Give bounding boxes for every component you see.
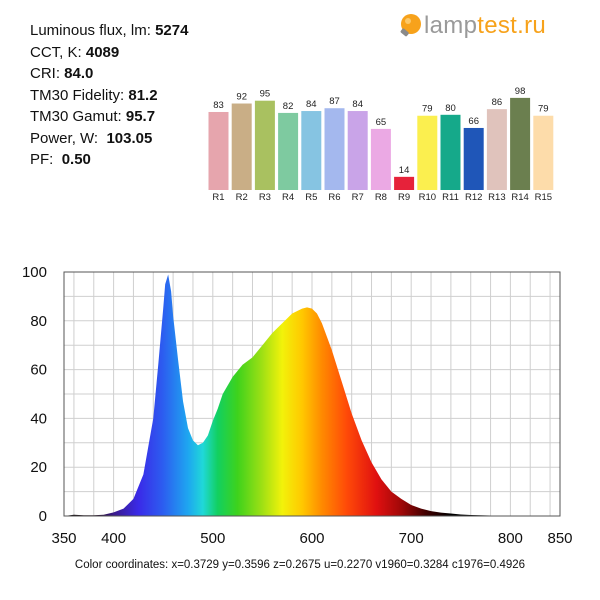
cri-bar-R15 bbox=[533, 115, 554, 190]
spec-value: 81.2 bbox=[128, 86, 158, 104]
cri-bar-R7 bbox=[347, 111, 368, 190]
spec-tm30-gamut: TM30 Gamut: 95.7 bbox=[30, 106, 188, 128]
y-tick-label: 20 bbox=[30, 459, 47, 476]
cri-bar-value: 92 bbox=[236, 92, 247, 103]
cri-bar-R11 bbox=[440, 114, 461, 190]
cri-bar-label: R8 bbox=[375, 192, 387, 203]
logo-text-lamp: lamp bbox=[424, 12, 478, 39]
cri-bar-value: 79 bbox=[422, 104, 433, 115]
spec-tm30-fidelity: TM30 Fidelity: 81.2 bbox=[30, 85, 188, 107]
spectrum-area bbox=[64, 274, 560, 516]
spec-panel: Luminous flux, lm: 5274 CCT, K: 4089 CRI… bbox=[30, 20, 188, 171]
color-coordinates: Color coordinates: x=0.3729 y=0.3596 z=0… bbox=[74, 559, 526, 571]
cri-bar-value: 98 bbox=[515, 86, 526, 97]
cri-bar-label: R14 bbox=[511, 192, 528, 203]
spec-label: TM30 Fidelity: bbox=[30, 86, 125, 104]
lamptest-logo[interactable]: lamptest.ru bbox=[398, 12, 546, 40]
x-tick-label: 800 bbox=[498, 530, 523, 547]
cri-bar-R6 bbox=[324, 108, 345, 190]
cri-bar-label: R10 bbox=[419, 192, 436, 203]
x-tick-label: 350 bbox=[51, 530, 76, 547]
cri-bar-R5 bbox=[301, 111, 322, 190]
cri-bar-value: 65 bbox=[376, 117, 387, 128]
cri-bar-value: 79 bbox=[538, 104, 549, 115]
y-tick-label: 100 bbox=[22, 264, 47, 281]
cri-bar-label: R5 bbox=[305, 192, 317, 203]
spec-label: Luminous flux, lm: bbox=[30, 22, 151, 39]
cri-bar-R12 bbox=[463, 127, 484, 190]
cri-bar-R14 bbox=[510, 97, 531, 190]
spec-label: CCT, K: bbox=[30, 43, 82, 61]
cri-bar-label: R2 bbox=[236, 192, 248, 203]
cri-bar-label: R7 bbox=[352, 192, 364, 203]
cri-bar-value: 86 bbox=[492, 97, 503, 108]
cri-bar-R1 bbox=[208, 111, 229, 190]
plot-border bbox=[63, 271, 561, 517]
spec-value: 84.0 bbox=[64, 65, 94, 82]
cri-bar-label: R3 bbox=[259, 192, 271, 203]
cri-bar-label: R9 bbox=[398, 192, 410, 203]
spec-value: 95.7 bbox=[125, 108, 156, 125]
x-tick-label: 700 bbox=[399, 530, 424, 547]
logo-text-domain: test.ru bbox=[477, 12, 547, 39]
spec-cri: CRI: 84.0 bbox=[30, 63, 188, 85]
spec-label: CRI: bbox=[30, 65, 60, 82]
cri-bar-value: 66 bbox=[468, 116, 479, 127]
spec-label: Power, W: bbox=[30, 129, 99, 147]
cri-bar-label: R15 bbox=[535, 192, 552, 203]
x-tick-label: 850 bbox=[547, 530, 572, 547]
cri-bar-R3 bbox=[254, 100, 275, 190]
cri-bar-value: 84 bbox=[306, 99, 317, 110]
cri-bar-chart: 83 R1 92 R2 95 R3 82 R4 84 R5 87 R6 84 R7 65 R8 14 R9 79 R1… bbox=[208, 86, 554, 203]
cri-bar-R9 bbox=[394, 176, 415, 190]
spec-label: PF: bbox=[30, 151, 54, 168]
cri-bar-label: R13 bbox=[488, 192, 505, 203]
x-tick-label: 600 bbox=[299, 530, 324, 547]
cri-bar-label: R4 bbox=[282, 192, 294, 203]
spec-power: Power, W: 103.05 bbox=[30, 128, 188, 150]
spec-value: 103.05 bbox=[106, 129, 153, 147]
spec-value: 5274 bbox=[155, 22, 189, 39]
y-tick-label: 40 bbox=[30, 410, 47, 427]
spec-pf: PF: 0.50 bbox=[30, 149, 188, 171]
spec-value: 4089 bbox=[85, 43, 120, 61]
cri-bar-R10 bbox=[417, 115, 438, 190]
spec-label: TM30 Gamut: bbox=[30, 108, 122, 125]
cri-bar-value: 14 bbox=[399, 165, 410, 176]
y-tick-label: 80 bbox=[30, 313, 47, 330]
cri-bar-R2 bbox=[231, 103, 252, 190]
cri-bar-value: 95 bbox=[260, 89, 271, 100]
spec-luminous-flux: Luminous flux, lm: 5274 bbox=[30, 20, 188, 42]
cri-bar-label: R6 bbox=[328, 192, 340, 203]
cri-bar-label: R12 bbox=[465, 192, 482, 203]
cri-bar-R8 bbox=[370, 128, 391, 190]
x-tick-label: 400 bbox=[101, 530, 126, 547]
spec-cct: CCT, K: 4089 bbox=[30, 42, 188, 64]
cri-bar-label: R1 bbox=[212, 192, 224, 203]
logo-text: lamptest.ru bbox=[424, 12, 546, 40]
cri-bar-value: 82 bbox=[283, 101, 294, 112]
cri-bar-label: R11 bbox=[442, 192, 459, 203]
x-tick-label: 500 bbox=[200, 530, 225, 547]
y-tick-label: 0 bbox=[39, 508, 47, 525]
cri-bar-value: 80 bbox=[445, 103, 456, 114]
spectrum-chart: 0 20 40 60 80 100 350 400 500 600 700 800 850 bbox=[22, 264, 573, 547]
bulb-icon bbox=[400, 14, 421, 37]
cri-bar-R4 bbox=[278, 112, 299, 190]
cri-bar-R13 bbox=[486, 109, 507, 190]
spec-value: 0.50 bbox=[61, 151, 91, 168]
y-tick-label: 60 bbox=[30, 362, 47, 379]
cri-bar-value: 83 bbox=[213, 100, 224, 111]
cri-bar-value: 87 bbox=[329, 96, 340, 107]
cri-bar-value: 84 bbox=[352, 99, 363, 110]
